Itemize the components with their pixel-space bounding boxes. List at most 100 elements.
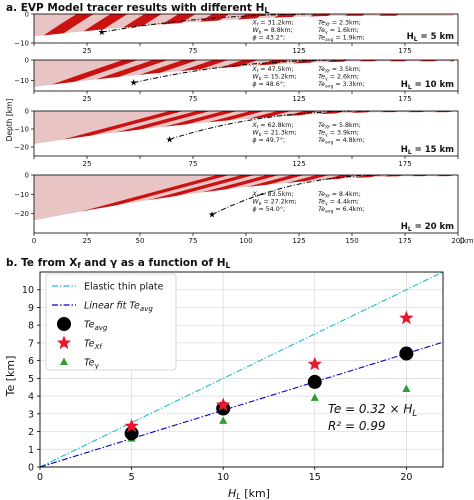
plot-frame bbox=[39, 271, 444, 468]
stat-value: = 8.4km; bbox=[330, 191, 361, 198]
panel-b-xlabel: HL [km] bbox=[228, 487, 270, 500]
hl-label: HL = 5 km bbox=[407, 32, 455, 43]
stat-symbol: Te bbox=[318, 206, 325, 213]
stat-right-text: Teavg = 3.3km; bbox=[318, 81, 364, 90]
x-tick-label: 75 bbox=[189, 160, 198, 168]
trench-star-marker: ★ bbox=[130, 79, 138, 89]
x-tick-label: 50 bbox=[136, 237, 145, 245]
y-tick-label: 0 bbox=[25, 108, 29, 116]
stat-symbol: ϕ bbox=[252, 206, 256, 213]
slab-dark-stripe bbox=[382, 175, 454, 221]
stat-subscript: avg bbox=[325, 209, 333, 214]
stat-symbol: Te bbox=[318, 191, 325, 198]
stat-symbol: ϕ bbox=[252, 34, 256, 41]
stat-value: = 5.8km; bbox=[330, 122, 361, 129]
stat-value: = 4.4km; bbox=[328, 198, 359, 205]
legend-label-text: Elastic thin plate bbox=[84, 282, 164, 293]
legend-label: Elastic thin plate bbox=[84, 282, 164, 293]
stat-left-text: Wb = 15.2km; bbox=[252, 74, 296, 83]
stat-subscript: Xf bbox=[325, 193, 330, 199]
panel-b-ylabel: Te [km] bbox=[4, 356, 17, 398]
stat-right-text: TeXf = 3.5km; bbox=[318, 66, 361, 75]
stat-subscript: γ bbox=[325, 133, 328, 138]
slab-dark-stripe bbox=[384, 111, 454, 144]
slab-dark-stripe bbox=[34, 60, 144, 87]
stat-subscript: b bbox=[259, 76, 262, 82]
stat-left-text: Xf = 47.5km; bbox=[251, 66, 293, 75]
x-tick-label: 15 bbox=[309, 472, 321, 483]
slab-dark-stripe bbox=[357, 111, 454, 144]
legend-label-sub: avg bbox=[140, 305, 153, 313]
stat-value: = 4.8km; bbox=[333, 137, 364, 144]
x-tick-label: 0 bbox=[32, 237, 36, 245]
stat-value: = 83.5km; bbox=[258, 191, 293, 198]
legend-label-text: Linear fit Te bbox=[84, 301, 140, 312]
x-tick-label: 125 bbox=[292, 237, 305, 245]
stat-value: = 3.9km; bbox=[328, 130, 359, 137]
stat-left-text: ϕ = 49.7°; bbox=[252, 136, 285, 144]
fit-equation-text: Te = 0.32 × H bbox=[328, 402, 412, 416]
stat-symbol: Te bbox=[318, 122, 325, 129]
panel-a-title-prefix: a. EVP Model tracer results with differe… bbox=[6, 2, 264, 14]
stat-value: = 3.5km; bbox=[330, 66, 361, 73]
stat-right-text: TeXf = 8.4km; bbox=[318, 191, 361, 200]
stat-value: = 27.2km; bbox=[261, 198, 296, 205]
fit-equation-sub: L bbox=[412, 409, 417, 419]
trend-line bbox=[39, 341, 444, 468]
panel-b-xlabel-sub: L bbox=[236, 492, 240, 500]
x-tick-label: 25 bbox=[83, 95, 92, 103]
hl-label-sub: L bbox=[408, 84, 412, 91]
stat-symbol: X bbox=[251, 122, 257, 129]
stat-value: = 49.7°; bbox=[257, 136, 286, 144]
panel-a-title-sub: L bbox=[264, 6, 269, 15]
trench-star-marker: ★ bbox=[98, 28, 106, 38]
stat-symbol: W bbox=[252, 130, 259, 137]
y-tick-label: −20 bbox=[14, 210, 29, 218]
trench-star-marker: ★ bbox=[208, 210, 216, 220]
stat-symbol: ϕ bbox=[252, 81, 256, 88]
stat-left-text: Xf = 62.8km; bbox=[251, 122, 293, 131]
data-point-circle bbox=[399, 346, 414, 361]
stat-value: = 1.9km; bbox=[333, 34, 364, 41]
stat-value: = 62.8km; bbox=[258, 122, 293, 129]
hl-label: HL = 15 km bbox=[401, 145, 454, 156]
slab-dark-stripe bbox=[34, 14, 99, 37]
panel-a-title: a. EVP Model tracer results with differe… bbox=[6, 2, 269, 15]
legend-marker-circle bbox=[57, 317, 71, 331]
stat-subscript: γ bbox=[325, 30, 328, 35]
x-tick-label: 175 bbox=[398, 237, 411, 245]
stat-right-text: Teγ = 1.6km; bbox=[318, 27, 359, 36]
x-tick-label: 175 bbox=[398, 47, 411, 55]
stat-symbol: Te bbox=[318, 74, 325, 81]
stat-symbol: Te bbox=[318, 34, 325, 41]
hl-label-main: H bbox=[401, 222, 408, 232]
stat-right-text: Teavg = 4.8km; bbox=[318, 137, 364, 146]
x-tick-label: 0 bbox=[37, 472, 43, 483]
panel-b-xlabel-unit: [km] bbox=[241, 487, 270, 500]
stat-value: = 54.0°; bbox=[257, 205, 286, 213]
fit-equation: Te = 0.32 × HL bbox=[328, 402, 417, 419]
stat-value: = 1.6km; bbox=[328, 27, 359, 34]
panel-b-title-mid: and γ as a function of H bbox=[81, 257, 226, 269]
data-point-triangle bbox=[310, 393, 319, 401]
stat-subscript: avg bbox=[325, 85, 333, 90]
stat-symbol: W bbox=[252, 74, 259, 81]
panel-b-title-sub-l: L bbox=[225, 261, 230, 270]
data-point-star bbox=[124, 418, 139, 433]
stat-symbol: X bbox=[251, 191, 257, 198]
stat-subscript: f bbox=[257, 125, 259, 131]
legend-label-sub: Xf bbox=[93, 343, 103, 351]
stat-value: = 6.4km; bbox=[333, 206, 364, 213]
tracer-curve bbox=[169, 110, 369, 140]
stat-right-text: TeXf = 5.8km; bbox=[318, 122, 361, 131]
stat-symbol: Te bbox=[318, 130, 325, 137]
legend-marker-star bbox=[56, 335, 72, 350]
y-tick-label: 6 bbox=[28, 356, 34, 367]
x-tick-label: 200 bbox=[451, 237, 464, 245]
stat-right-text: TeXf = 2.3km; bbox=[318, 19, 361, 28]
y-tick-label: 4 bbox=[28, 392, 34, 403]
stat-symbol: W bbox=[252, 27, 259, 34]
y-tick-label: 5 bbox=[28, 374, 34, 385]
stat-value: = 21.3km; bbox=[261, 130, 296, 137]
stat-subscript: γ bbox=[325, 202, 328, 207]
